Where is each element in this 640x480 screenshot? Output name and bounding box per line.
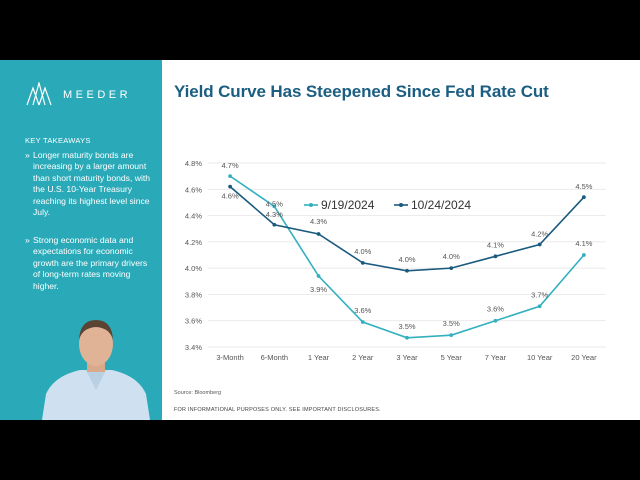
takeaway-item: » Longer maturity bonds are increasing b…	[25, 150, 153, 218]
data-label: 4.7%	[222, 161, 239, 170]
data-label: 3.6%	[354, 306, 371, 315]
source-note: Source: Bloomberg	[174, 390, 222, 396]
x-tick-label: 3-Month	[216, 353, 244, 362]
data-label: 4.2%	[531, 229, 548, 238]
data-label: 4.0%	[398, 255, 415, 264]
data-point	[537, 304, 542, 309]
data-point	[537, 242, 542, 247]
data-point	[449, 333, 454, 338]
x-tick-label: 5 Year	[441, 353, 463, 362]
y-axis-ticks: 3.4% 3.6% 3.8% 4.0% 4.2% 4.4% 4.6% 4.8%	[185, 159, 202, 352]
slide-title: Yield Curve Has Steepened Since Fed Rate…	[174, 82, 549, 101]
data-point	[493, 318, 498, 323]
y-tick-label: 4.4%	[185, 212, 202, 221]
data-point	[581, 195, 586, 200]
bullet-marker: »	[25, 235, 30, 245]
takeaway-text: Longer maturity bonds are increasing by …	[33, 150, 151, 218]
y-tick-label: 3.4%	[185, 343, 202, 352]
takeaway-item: » Strong economic data and expectations …	[25, 235, 153, 292]
data-point	[360, 260, 365, 265]
x-tick-label: 3 Year	[396, 353, 418, 362]
sidebar: MEEDER KEY TAKEAWAYS » Longer maturity b…	[0, 60, 162, 420]
data-point	[316, 274, 321, 278]
slide: MEEDER KEY TAKEAWAYS » Longer maturity b…	[0, 60, 640, 420]
data-point	[228, 184, 233, 189]
y-tick-label: 3.6%	[185, 317, 202, 326]
data-point	[405, 268, 409, 273]
x-tick-label: 20 Year	[571, 353, 597, 362]
y-tick-label: 4.0%	[185, 264, 202, 273]
gridlines	[208, 162, 606, 348]
data-point	[360, 320, 365, 324]
disclaimer: FOR INFORMATIONAL PURPOSES ONLY. SEE IMP…	[174, 407, 381, 413]
key-takeaways-heading: KEY TAKEAWAYS	[25, 136, 91, 145]
x-tick-label: 2 Year	[352, 353, 374, 362]
data-label: 4.5%	[575, 182, 592, 191]
data-label: 4.1%	[487, 240, 504, 249]
data-point	[581, 253, 586, 257]
data-label: 4.3%	[266, 210, 283, 219]
y-tick-label: 4.8%	[185, 159, 202, 168]
data-labels: 4.7% 4.5% 3.9% 3.6% 3.5% 3.5% 3.6% 3.7% 4.1% 4.6%…	[222, 161, 593, 331]
y-tick-label: 4.2%	[185, 238, 202, 247]
data-label: 3.5%	[398, 322, 415, 331]
legend-label: 10/24/2024	[411, 198, 471, 212]
takeaway-text: Strong economic data and expectations fo…	[33, 235, 148, 291]
data-point	[405, 335, 409, 340]
data-label: 4.1%	[575, 239, 592, 248]
data-label: 4.5%	[266, 199, 283, 208]
data-point	[316, 232, 321, 236]
data-point	[228, 174, 233, 179]
bullet-marker: »	[25, 150, 30, 160]
legend: 9/19/2024 10/24/2024	[304, 198, 471, 212]
data-point	[449, 266, 454, 271]
brand-name: MEEDER	[63, 89, 132, 101]
y-tick-label: 4.6%	[185, 185, 202, 194]
series	[228, 174, 586, 340]
legend-marker	[399, 203, 403, 207]
x-tick-label: 10 Year	[527, 353, 553, 362]
x-axis-ticks: 3-Month 6-Month 1 Year 2 Year 3 Year 5 Year 7 …	[216, 353, 597, 362]
data-label: 3.7%	[531, 290, 548, 299]
data-point	[272, 204, 277, 209]
x-tick-label: 7 Year	[485, 353, 507, 362]
data-point	[493, 254, 498, 259]
data-point	[272, 222, 277, 227]
y-tick-label: 3.8%	[185, 290, 202, 299]
legend-label: 9/19/2024	[321, 198, 375, 212]
data-label: 4.6%	[222, 192, 239, 201]
x-tick-label: 1 Year	[308, 353, 330, 362]
data-label: 4.0%	[354, 247, 371, 256]
meeder-logo-icon	[26, 82, 52, 106]
data-label: 3.5%	[443, 319, 460, 328]
presenter-video	[40, 310, 152, 420]
data-label: 4.0%	[443, 252, 460, 261]
legend-marker	[309, 203, 313, 207]
data-label: 3.6%	[487, 305, 504, 314]
data-label: 4.3%	[310, 217, 327, 226]
data-label: 3.9%	[310, 285, 327, 294]
yield-curve-chart: 3.4% 3.6% 3.8% 4.0% 4.2% 4.4% 4.6% 4.8% 3-Month…	[185, 159, 606, 362]
x-tick-label: 6-Month	[261, 353, 289, 362]
